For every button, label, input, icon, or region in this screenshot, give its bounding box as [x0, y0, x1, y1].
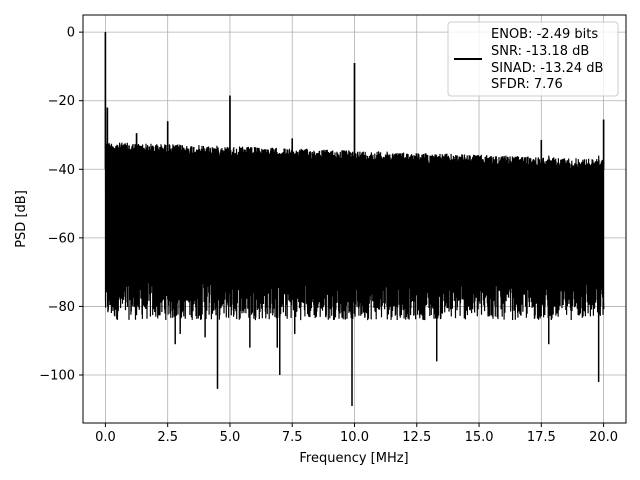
legend-box — [447, 21, 619, 97]
y-axis-label: PSD [dB] — [14, 190, 29, 248]
legend: ENOB: -2.49 bits SNR: -13.18 dB SINAD: -… — [447, 21, 619, 97]
x-tick-label: 20.0 — [589, 430, 618, 445]
x-axis-ticks: 0.0 2.5 5.0 7.5 10.0 12.5 15.0 17.5 20.0 — [95, 423, 618, 445]
x-axis-label: Frequency [MHz] — [299, 451, 408, 466]
y-tick-label: −40 — [48, 163, 75, 178]
y-tick-label: −60 — [48, 231, 75, 246]
legend-sfdr: SFDR: 7.76 — [491, 77, 563, 92]
y-tick-label: 0 — [67, 26, 75, 41]
legend-snr: SNR: -13.18 dB — [491, 44, 589, 59]
psd-series-line — [104, 32, 605, 406]
y-tick-label: −20 — [48, 94, 75, 109]
x-tick-label: 10.0 — [340, 430, 369, 445]
x-tick-label: 5.0 — [220, 430, 241, 445]
x-tick-label: 2.5 — [157, 430, 178, 445]
x-tick-label: 12.5 — [402, 430, 431, 445]
x-tick-label: 17.5 — [527, 430, 556, 445]
legend-sinad: SINAD: -13.24 dB — [491, 61, 603, 76]
y-tick-label: −80 — [48, 300, 75, 315]
data-layer — [104, 32, 605, 406]
x-tick-label: 7.5 — [282, 430, 303, 445]
y-tick-label: −100 — [39, 369, 75, 384]
legend-enob: ENOB: -2.49 bits — [491, 27, 598, 42]
x-tick-label: 15.0 — [465, 430, 494, 445]
y-axis-ticks: 0 −20 −40 −60 −80 −100 — [39, 26, 83, 384]
x-tick-label: 0.0 — [95, 430, 116, 445]
